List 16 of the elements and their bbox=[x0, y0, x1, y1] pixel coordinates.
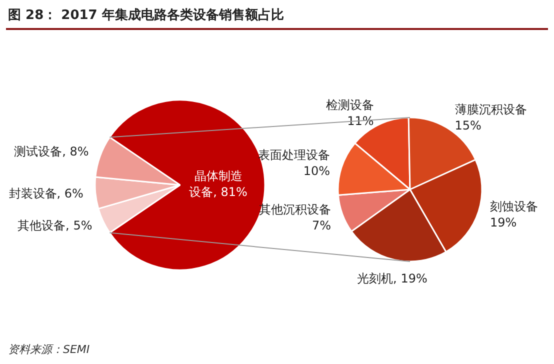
data-label: 15% bbox=[454, 118, 482, 133]
slice-label: 其他设备, 5% bbox=[18, 218, 92, 232]
slice-label: 检测设备 bbox=[326, 98, 374, 112]
slice-label: 封装设备, 6% bbox=[8, 186, 84, 200]
slice-label: 测试设备, 8% bbox=[14, 144, 89, 158]
slice-label: 表面处理设备 bbox=[258, 148, 330, 162]
slice-label: 光刻机, 19% bbox=[357, 272, 428, 286]
data-label: 10% bbox=[303, 164, 330, 178]
slice-label: 刻蚀设备 bbox=[490, 199, 538, 214]
slice-label: 薄膜沉积设备 bbox=[454, 102, 527, 117]
data-label: 11% bbox=[347, 114, 374, 128]
text: 资料来源：SEMI bbox=[8, 342, 90, 357]
data-label: 19% bbox=[490, 215, 517, 230]
slice-label: 晶体制造设备, 81% bbox=[189, 169, 248, 200]
chart-title: 图 28： 2017 年集成电路各类设备销售额占比 bbox=[8, 6, 284, 24]
data-label: 7% bbox=[312, 218, 332, 232]
